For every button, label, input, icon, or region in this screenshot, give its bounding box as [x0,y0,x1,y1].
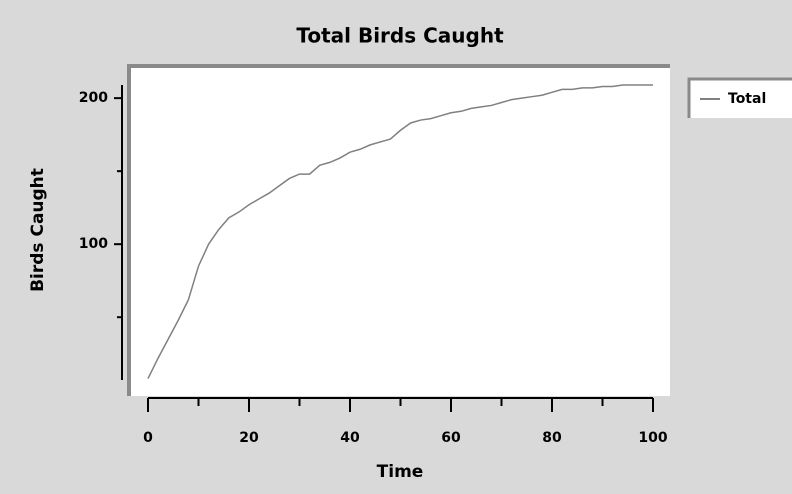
chart-title: Total Birds Caught [296,24,504,48]
x-tick-label: 0 [143,430,153,446]
x-tick-label: 60 [441,430,461,446]
plot-area [129,66,670,396]
y-tick-label: 200 [79,90,108,106]
x-tick-label: 80 [542,430,562,446]
plot-border [127,64,670,396]
y-axis-label: Birds Caught [28,168,48,292]
data-line [147,84,653,379]
legend-label: Total [728,91,766,107]
x-axis-label: Time [377,462,424,482]
x-tick-label: 40 [340,430,360,446]
legend-border [687,77,792,118]
x-tick-label: 20 [239,430,259,446]
x-tick-label: 100 [638,430,667,446]
y-tick-label: 100 [79,236,108,252]
